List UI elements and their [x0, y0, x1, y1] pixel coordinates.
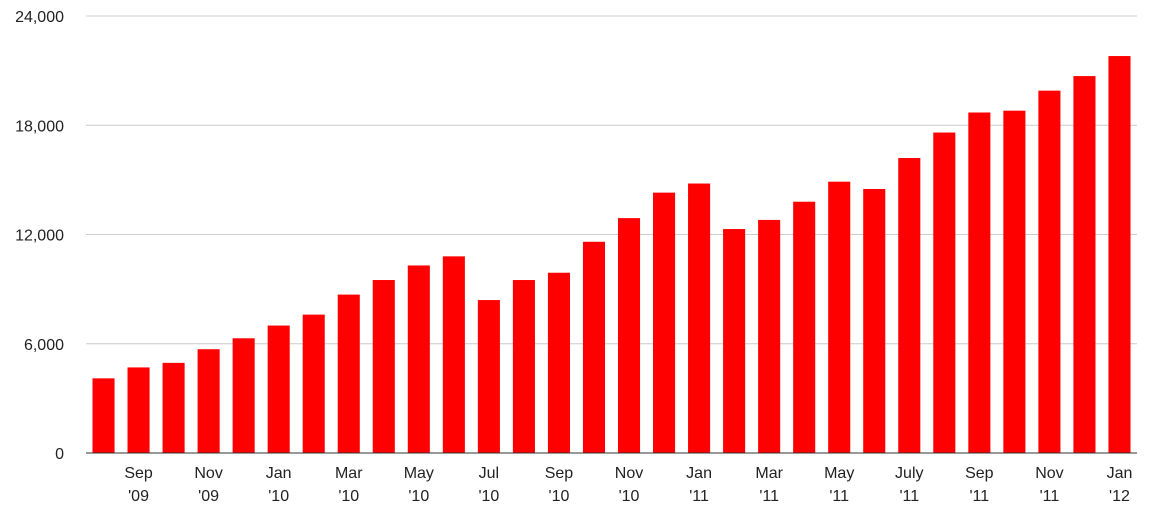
bar [723, 229, 746, 453]
x-tick-label-year: '09 [198, 488, 219, 505]
x-tick-label-year: '11 [1040, 488, 1060, 505]
bar [688, 183, 711, 453]
gridlines [86, 15, 1137, 345]
bar [653, 192, 676, 453]
x-tick-label: Sep [124, 465, 153, 482]
bar [477, 300, 500, 453]
bar [442, 256, 465, 453]
x-tick-label: Jul [479, 465, 499, 482]
y-tick-label: 12,000 [15, 228, 64, 245]
bar [582, 241, 606, 453]
x-tick-label: Sep [545, 465, 574, 482]
x-tick-label-year: '09 [128, 488, 149, 505]
x-tick-label-year: '10 [338, 488, 359, 505]
bar [232, 338, 255, 453]
x-tick-label-year: '11 [689, 488, 709, 505]
bar [547, 272, 570, 453]
x-tick-label: Nov [615, 465, 643, 482]
x-tick-label: Nov [1035, 465, 1063, 482]
bar [1108, 56, 1131, 453]
bar [933, 132, 956, 454]
x-tick-label-year: '10 [549, 488, 570, 505]
x-tick-label-year: '11 [970, 488, 990, 505]
x-tick-label-year: '11 [899, 488, 919, 505]
x-tick-label-year: '12 [1109, 488, 1130, 505]
y-tick-label: 6,000 [24, 337, 64, 354]
x-axis: Sep '09 Nov '09 Jan '10 Mar '10 May '10 Jul '10 Sep '… [124, 465, 1132, 505]
bar [1038, 90, 1061, 453]
x-tick-label-year: '11 [759, 488, 779, 505]
y-tick-label: 24,000 [15, 9, 64, 26]
x-tick-label-year: '11 [829, 488, 849, 505]
x-tick-label: May [824, 465, 854, 482]
bar [828, 181, 851, 453]
bar [758, 219, 781, 453]
bar [267, 325, 290, 453]
x-tick-label: Mar [335, 465, 363, 482]
x-tick-label: Jan [1107, 465, 1133, 482]
bar [968, 112, 991, 454]
bar [1003, 110, 1026, 453]
x-tick-label: Nov [194, 465, 222, 482]
y-axis: 0 6,000 12,000 18,000 24,000 [15, 9, 64, 463]
bar [617, 218, 641, 453]
bar [127, 367, 150, 453]
x-tick-label: Mar [755, 465, 783, 482]
x-tick-label: May [404, 465, 434, 482]
bar [898, 158, 921, 453]
x-tick-label-year: '10 [408, 488, 429, 505]
x-tick-label: July [895, 465, 923, 482]
bar [197, 349, 220, 453]
x-tick-label-year: '10 [268, 488, 289, 505]
bar [92, 378, 115, 453]
bar [793, 201, 816, 453]
x-tick-label: Jan [686, 465, 712, 482]
bar [863, 188, 886, 453]
y-tick-label: 0 [55, 446, 64, 463]
bar [407, 265, 430, 453]
bar [1073, 76, 1096, 454]
x-tick-label: Sep [965, 465, 994, 482]
x-tick-label-year: '10 [619, 488, 640, 505]
bar [302, 314, 325, 453]
bar [337, 294, 360, 453]
x-tick-label: Jan [266, 465, 292, 482]
bar [512, 280, 535, 453]
y-tick-label: 18,000 [15, 118, 64, 135]
x-tick-label-year: '10 [478, 488, 499, 505]
bar [162, 362, 185, 453]
bar [372, 280, 395, 453]
bars [92, 56, 1131, 454]
